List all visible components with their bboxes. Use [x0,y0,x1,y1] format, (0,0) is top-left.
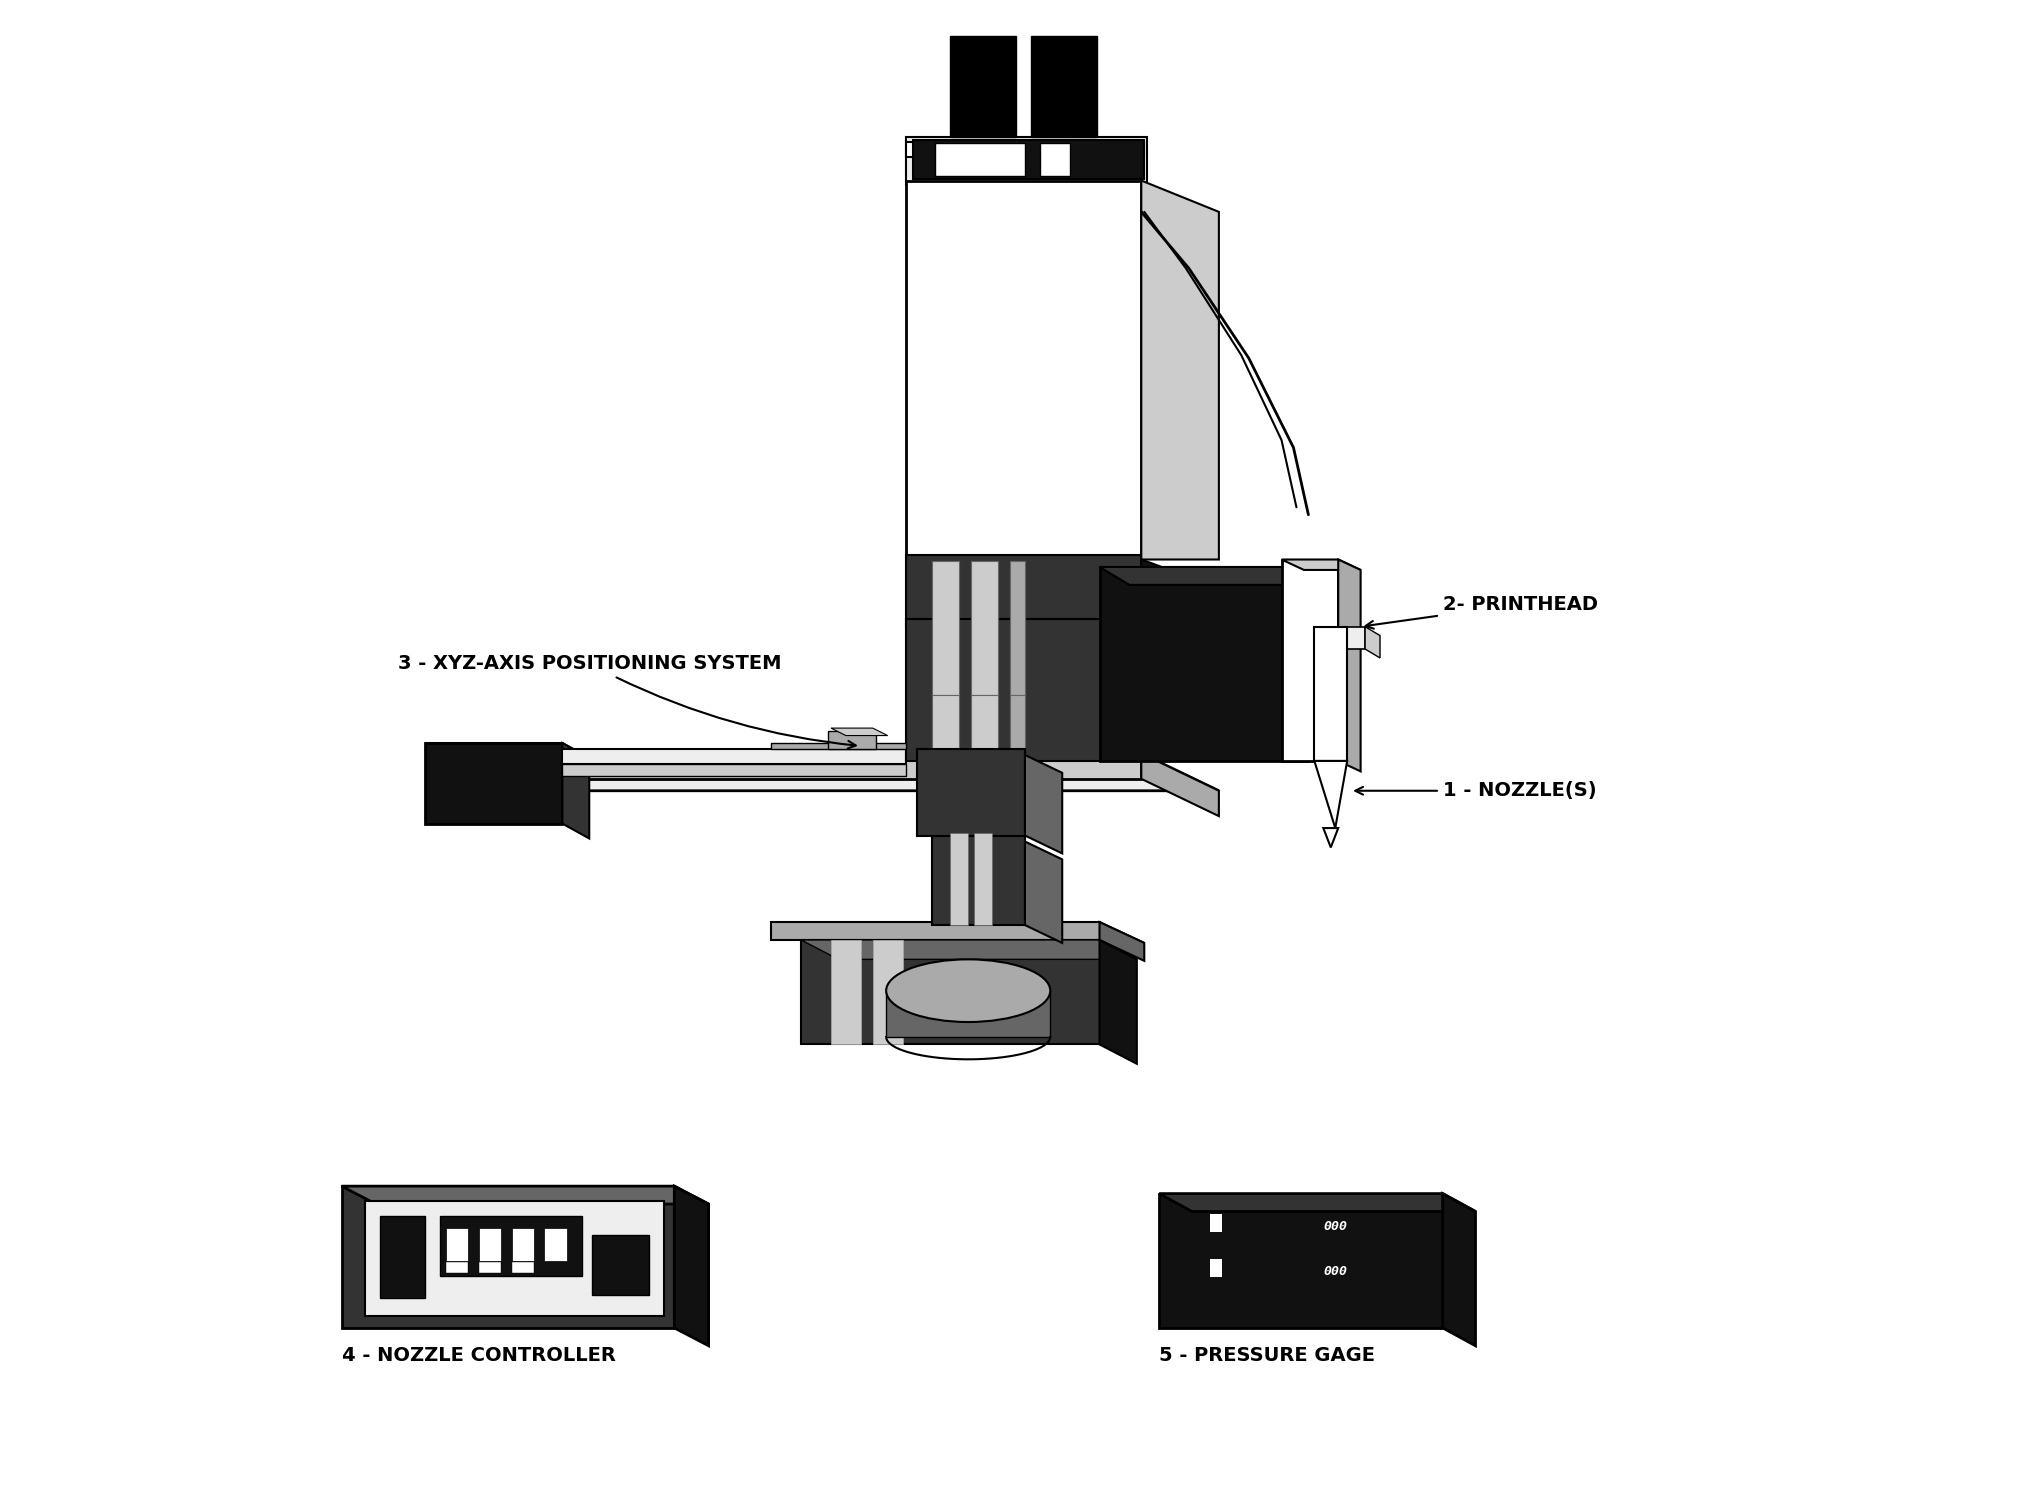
Bar [972,695,998,761]
Bar [440,1216,582,1276]
Polygon shape [772,743,905,749]
Polygon shape [562,749,905,764]
Text: 000: 000 [1323,1220,1347,1232]
Polygon shape [1281,560,1361,570]
Bar [974,833,992,925]
Bar [905,555,1141,627]
Bar [1040,143,1071,176]
Bar [479,1262,501,1273]
Text: 000: 000 [1323,1265,1347,1277]
Polygon shape [366,1201,665,1316]
Bar [446,1262,469,1273]
Polygon shape [1335,627,1366,649]
Polygon shape [1323,828,1337,847]
Text: 3 - XYZ-AXIS POSITIONING SYSTEM: 3 - XYZ-AXIS POSITIONING SYSTEM [398,655,856,749]
Bar [1210,1259,1222,1277]
Polygon shape [481,753,1218,791]
Polygon shape [1141,753,1218,816]
Bar [511,1228,533,1261]
Bar [1030,36,1097,137]
Polygon shape [1099,922,1143,961]
Polygon shape [828,731,877,749]
Polygon shape [1337,560,1361,771]
Bar [949,833,968,925]
Polygon shape [341,1186,709,1204]
Polygon shape [424,743,590,758]
Polygon shape [1366,627,1380,658]
Polygon shape [1024,755,1063,853]
Polygon shape [1315,761,1347,828]
Bar [933,695,959,761]
Polygon shape [772,922,1099,940]
Polygon shape [1141,627,1218,761]
Bar [873,940,903,1044]
Bar [935,143,1024,176]
Bar [972,561,998,695]
Polygon shape [1024,841,1063,943]
Polygon shape [802,940,1137,959]
Polygon shape [1442,1194,1475,1346]
Text: 4 - NOZZLE CONTROLLER: 4 - NOZZLE CONTROLLER [341,1346,616,1365]
Bar [905,137,1147,185]
Polygon shape [424,743,562,824]
Bar [917,749,1024,836]
Polygon shape [1099,940,1137,1064]
Polygon shape [1141,181,1218,560]
Polygon shape [1281,560,1337,761]
Polygon shape [1141,560,1218,627]
Bar [913,140,1143,179]
Polygon shape [1099,567,1337,585]
Bar [905,181,1141,560]
Polygon shape [1159,1194,1442,1328]
Polygon shape [1159,1194,1475,1212]
Polygon shape [675,1186,709,1346]
Polygon shape [772,922,1143,943]
Ellipse shape [887,959,1050,1022]
Bar [511,1262,533,1273]
Bar [905,619,1141,761]
Bar [446,1228,469,1261]
Bar [1010,695,1024,761]
Bar [1210,1214,1222,1232]
Polygon shape [830,728,887,736]
Bar [949,36,1016,137]
Bar [933,833,1024,925]
Polygon shape [1099,567,1309,761]
Bar [545,1228,568,1261]
Bar [592,1235,648,1295]
Bar [933,561,959,695]
Polygon shape [562,764,905,776]
Bar [479,1228,501,1261]
Bar [1315,627,1347,761]
Bar [830,940,861,1044]
Polygon shape [887,991,1050,1037]
Text: 2- PRINTHEAD: 2- PRINTHEAD [1366,595,1598,628]
Text: 5 - PRESSURE GAGE: 5 - PRESSURE GAGE [1159,1346,1376,1365]
Polygon shape [802,940,1099,1044]
Bar [1010,561,1024,695]
Polygon shape [341,1186,675,1328]
Text: 1 - NOZZLE(S): 1 - NOZZLE(S) [1355,782,1596,800]
Polygon shape [905,142,1143,157]
Polygon shape [562,743,590,839]
Bar [380,1216,424,1298]
Polygon shape [481,753,1141,779]
